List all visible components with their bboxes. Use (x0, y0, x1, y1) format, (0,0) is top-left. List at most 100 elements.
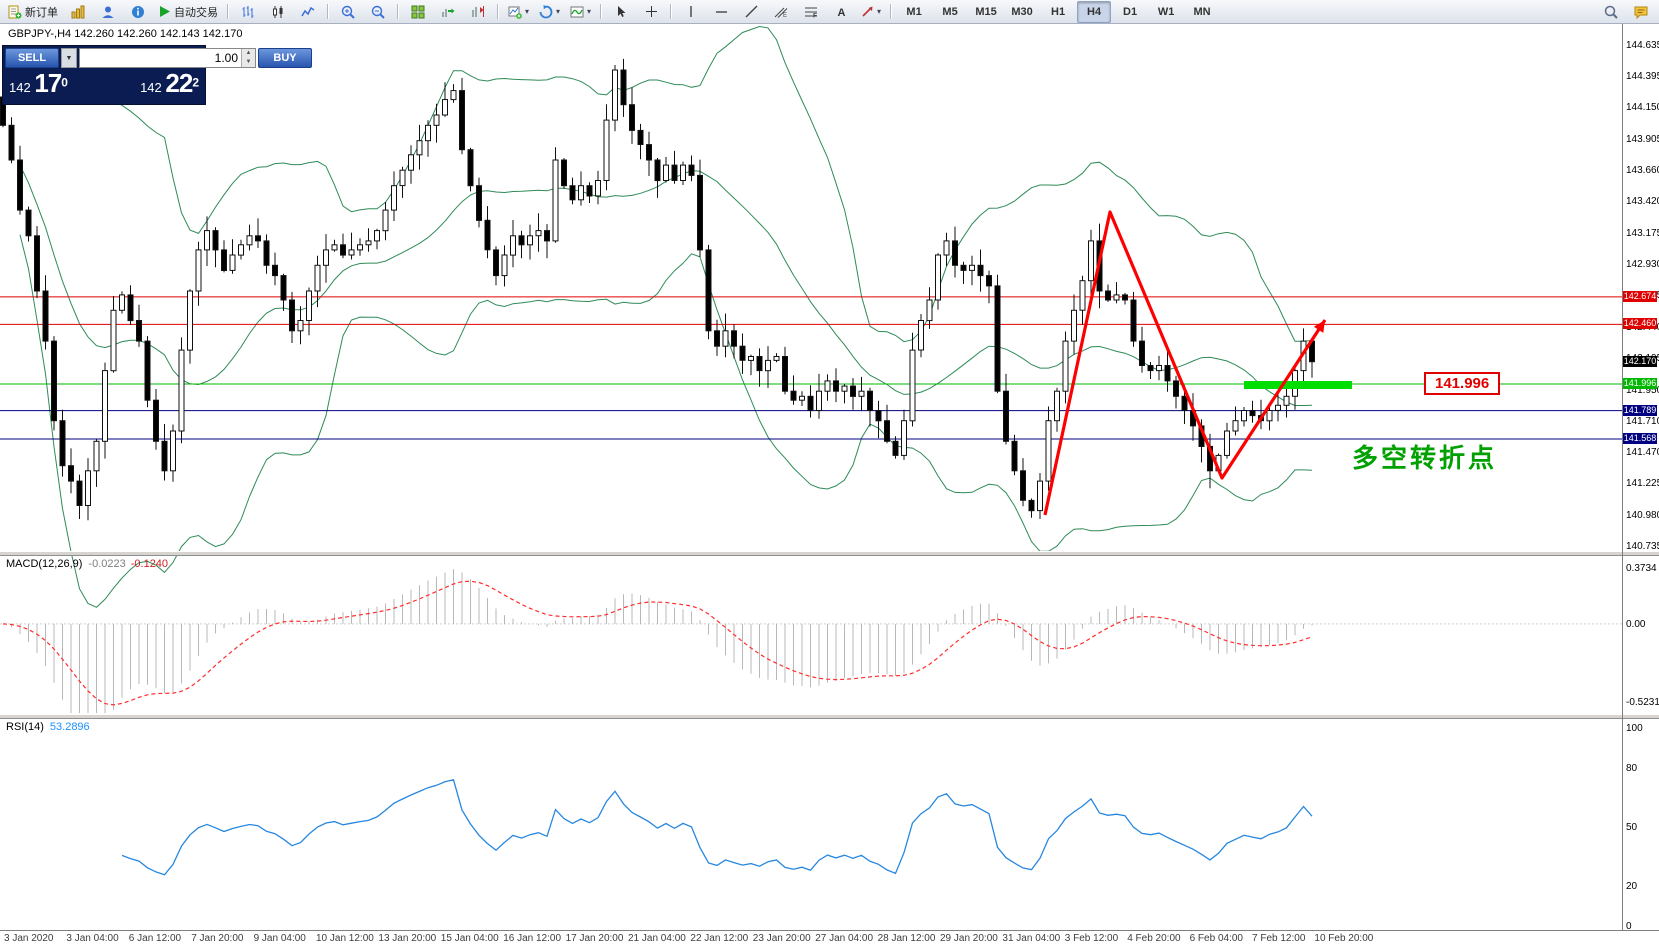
candle-body (476, 185, 482, 221)
volume-up-icon[interactable]: ▲ (242, 49, 255, 58)
candle-body (1028, 499, 1035, 512)
candle-body (816, 390, 822, 412)
chevron-down-icon: ▾ (877, 7, 882, 16)
toolbar-separator (227, 4, 229, 19)
timeframe-button-m1[interactable]: M1 (906, 5, 922, 18)
timeframe-button-m30[interactable]: M30 (1011, 5, 1033, 18)
timeframe-button-h1[interactable]: H1 (1051, 5, 1066, 18)
candle-body (459, 90, 465, 151)
macd-signal-line (2, 580, 1313, 706)
timeframe-button-m15[interactable]: M15 (975, 5, 997, 18)
candle-body (297, 320, 304, 332)
timeframe-button-d1[interactable]: D1 (1123, 5, 1138, 18)
candle-body (935, 254, 941, 301)
candle-body (1275, 404, 1281, 411)
candle-body (969, 264, 975, 271)
candle-body (8, 124, 15, 161)
auto-scroll-button[interactable] (434, 1, 462, 23)
candle-body (510, 235, 516, 256)
crosshair-button[interactable] (637, 1, 665, 23)
candlesticks-button[interactable] (264, 1, 292, 23)
toolbar-separator (890, 4, 893, 19)
candle-body (136, 320, 142, 342)
candle-body (272, 264, 278, 277)
chat-button[interactable] (1627, 1, 1655, 23)
volume-down-icon[interactable]: ▼ (242, 58, 255, 67)
zigzag-arrow-annotation[interactable] (1043, 210, 1327, 516)
candle-body (960, 264, 967, 271)
candle-body (671, 164, 678, 182)
timeframe-button-h4[interactable]: H4 (1077, 0, 1112, 23)
ohlc-bars-button[interactable] (234, 1, 262, 23)
macd-pane-separator[interactable] (0, 551, 1659, 556)
candle-body (765, 359, 771, 372)
vertical-line-button[interactable] (677, 1, 705, 23)
indicators-button[interactable]: ▾ (566, 1, 595, 23)
trendline-button[interactable] (737, 1, 765, 23)
bollinger-band (19, 25, 1313, 343)
turning-point-note: 多空转折点 (1352, 443, 1498, 473)
new-chart-button[interactable]: ▾ (504, 1, 533, 23)
arrows-button[interactable]: ▾ (857, 1, 885, 23)
buy-price: 142 222 (140, 68, 199, 98)
candle-body (357, 244, 363, 251)
candle-body (1139, 340, 1145, 367)
symbol-info-line: GBPJPY-,H4 142.260 142.260 142.143 142.1… (8, 28, 243, 40)
candle-body (790, 390, 797, 401)
quotes-button[interactable] (64, 1, 92, 23)
candle-body (697, 174, 703, 251)
volume-dropdown-button[interactable]: ▼ (61, 48, 77, 68)
timeframe-button-mn[interactable]: MN (1193, 5, 1211, 18)
time-axis[interactable] (0, 930, 1659, 947)
search-button[interactable] (1597, 1, 1625, 23)
price-annotation-tag: 141.996 (1424, 372, 1501, 395)
candle-body (102, 370, 108, 442)
candle-body (280, 275, 287, 301)
candle-body (501, 254, 508, 277)
highlight-bar-annotation[interactable] (1244, 381, 1352, 389)
candle-body (799, 395, 805, 401)
candle-body (1283, 395, 1290, 406)
tile-windows-button[interactable] (404, 1, 432, 23)
candle-body (144, 340, 151, 401)
horizontal-line-button[interactable] (707, 1, 735, 23)
timeframe-button-w1[interactable]: W1 (1157, 5, 1175, 18)
macd-indicator-label: MACD(12,26,9) -0.0223 -0.1240 (6, 558, 169, 570)
info-button[interactable] (124, 1, 152, 23)
equidistant-channel-button[interactable]: E (767, 1, 795, 23)
rsi-pane-separator[interactable] (0, 714, 1659, 719)
candle-body (59, 420, 66, 467)
candle-body (1113, 294, 1120, 301)
auto-trading-button[interactable]: 自动交易 (154, 1, 222, 23)
candle-body (544, 230, 550, 242)
line-chart-button[interactable] (294, 1, 322, 23)
zoom-in-button[interactable] (334, 1, 362, 23)
candle-body (408, 154, 414, 171)
rsi-line (121, 779, 1313, 876)
candle-body (1062, 340, 1069, 392)
candle-body (238, 244, 244, 256)
candle-body (1054, 390, 1060, 422)
candle-body (1224, 430, 1230, 456)
candle-body (1088, 240, 1094, 282)
zoom-out-button[interactable] (364, 1, 392, 23)
chart-shift-button[interactable] (464, 1, 492, 23)
candle-body (382, 209, 389, 232)
sell-button[interactable]: SELL (5, 48, 59, 68)
buy-button[interactable]: BUY (258, 48, 312, 68)
cursor-button[interactable] (607, 1, 635, 23)
candle-body (1249, 410, 1256, 417)
candle-body (1079, 280, 1086, 311)
candle-body (977, 264, 984, 277)
volume-stepper[interactable]: ▲ ▼ (241, 49, 255, 67)
text-button[interactable]: A (827, 1, 855, 23)
timeframe-button-m5[interactable]: M5 (942, 5, 958, 18)
community-button[interactable] (94, 1, 122, 23)
candle-body (178, 349, 185, 432)
profiles-button[interactable]: ▾ (535, 1, 564, 23)
volume-input[interactable] (80, 49, 241, 67)
candle-body (994, 285, 1001, 392)
new-order-button[interactable]: 新订单 (4, 1, 62, 23)
fibonacci-button[interactable]: F (797, 1, 825, 23)
